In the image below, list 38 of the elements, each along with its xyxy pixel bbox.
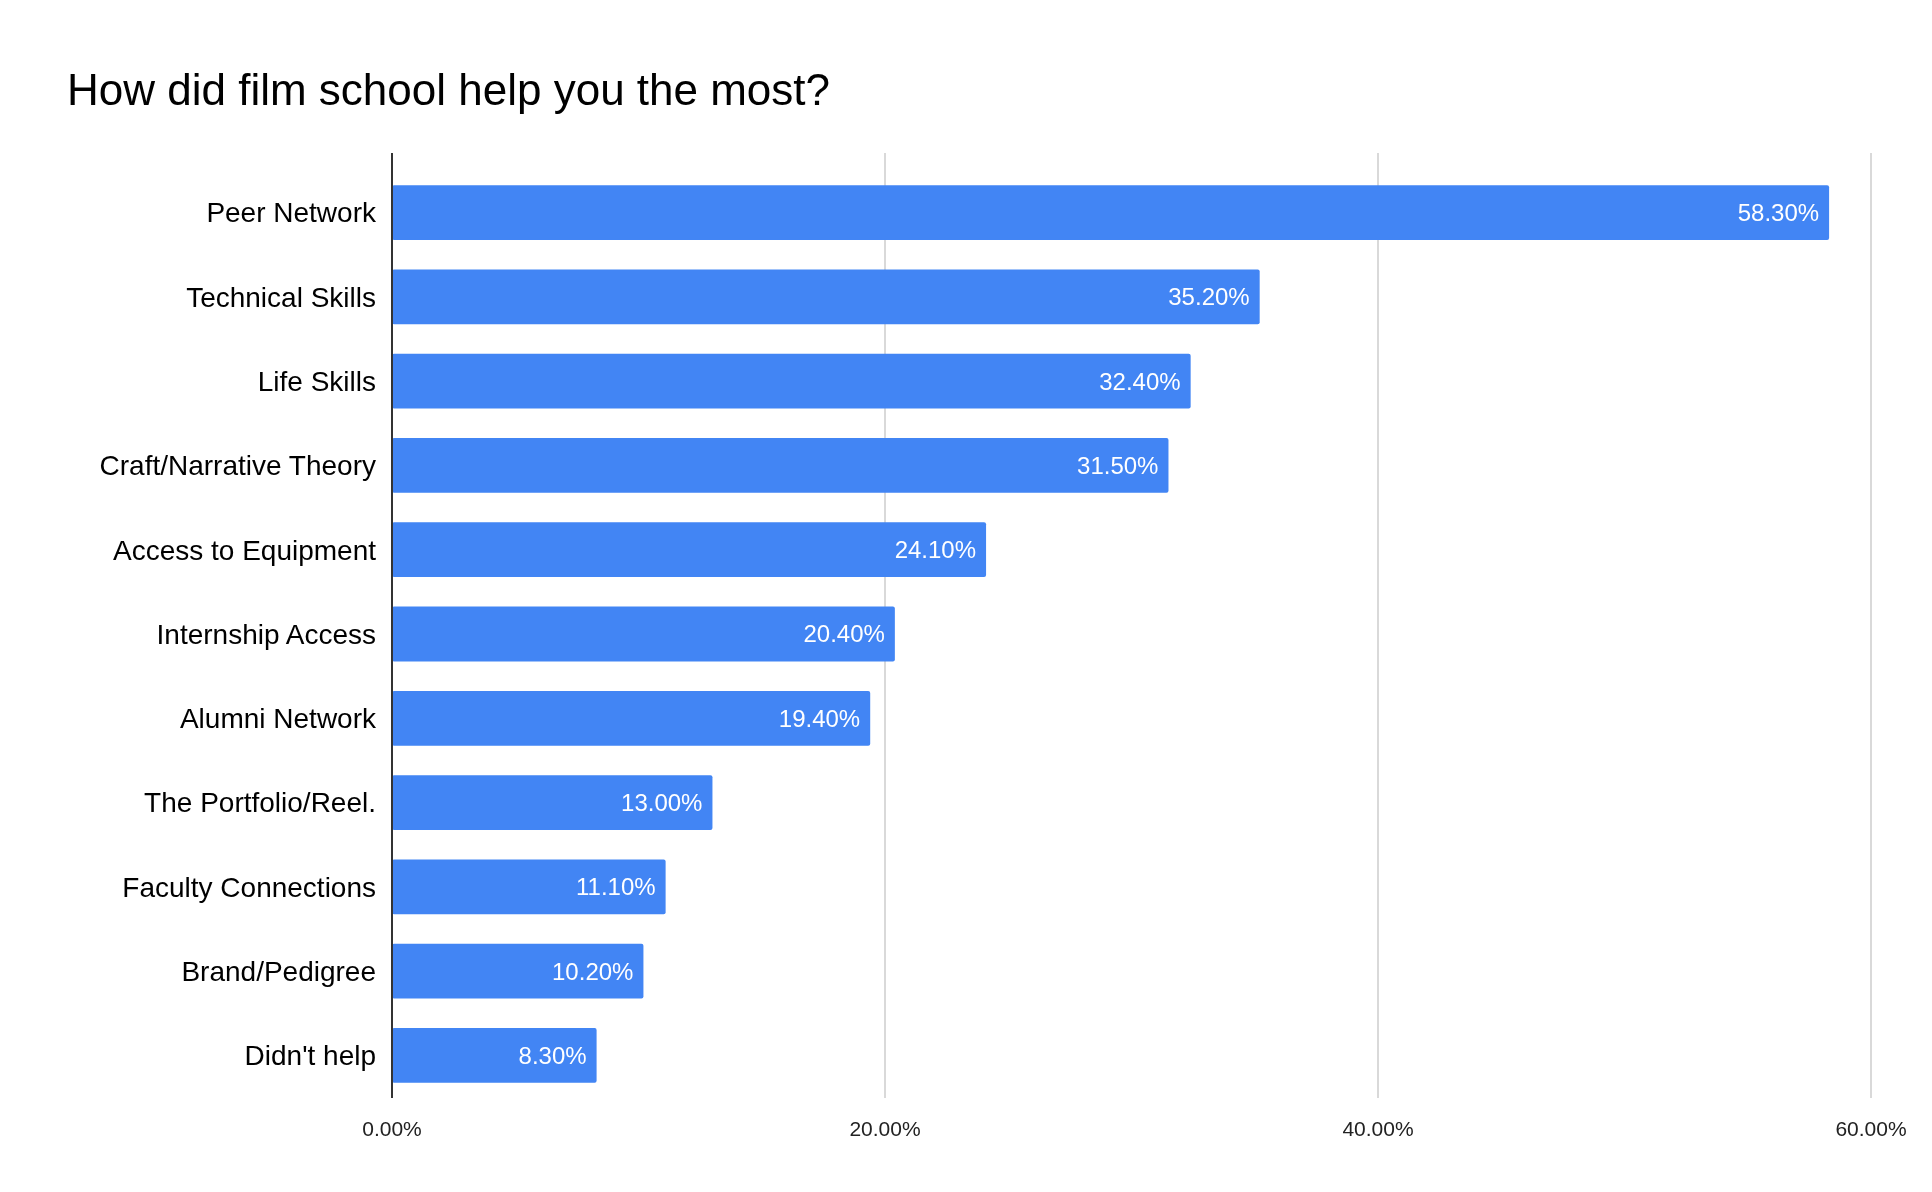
- y-tick-label: Didn't help: [244, 1040, 376, 1072]
- x-tick-label: 20.00%: [849, 1117, 921, 1140]
- y-tick-label: The Portfolio/Reel.: [144, 787, 376, 819]
- data-label: 19.40%: [778, 704, 861, 732]
- data-label: 35.20%: [1168, 283, 1250, 311]
- data-label: 10.20%: [552, 957, 634, 985]
- x-tick-label: 40.00%: [1342, 1117, 1414, 1140]
- bar: [392, 353, 1191, 409]
- data-label: 31.50%: [1077, 451, 1159, 479]
- bar: [392, 1028, 597, 1083]
- bar: [392, 438, 1169, 493]
- y-tick-label: Life Skills: [257, 365, 376, 397]
- y-tick-label: Internship Access: [156, 618, 376, 650]
- data-label: 8.30%: [518, 1041, 587, 1069]
- y-tick-label: Alumni Network: [179, 703, 377, 735]
- data-label: 58.30%: [1737, 198, 1820, 226]
- x-tick-label: 0.00%: [362, 1117, 422, 1140]
- bar: [392, 859, 666, 915]
- bar: [392, 522, 987, 578]
- y-tick-label: Craft/Narrative Theory: [99, 450, 376, 482]
- y-tick-label: Access to Equipment: [112, 534, 377, 566]
- y-tick-label: Technical Skills: [186, 281, 376, 313]
- bar: [392, 775, 713, 830]
- x-tick-label: 60.00%: [1835, 1117, 1907, 1140]
- bar: [392, 943, 644, 999]
- bar: [392, 690, 871, 746]
- data-label: 20.40%: [803, 620, 885, 648]
- data-label: 24.10%: [894, 536, 977, 564]
- chart-title: How did film school help you the most?: [67, 65, 831, 114]
- y-tick-label: Brand/Pedigree: [181, 955, 376, 987]
- y-tick-label: Faculty Connections: [122, 871, 376, 903]
- y-tick-label: Peer Network: [206, 197, 377, 229]
- data-label: 32.40%: [1099, 367, 1181, 395]
- data-label: 11.10%: [575, 873, 656, 901]
- bar: [392, 606, 895, 662]
- bar: [392, 269, 1260, 325]
- bar: [392, 185, 1830, 240]
- data-label: 13.00%: [621, 788, 703, 816]
